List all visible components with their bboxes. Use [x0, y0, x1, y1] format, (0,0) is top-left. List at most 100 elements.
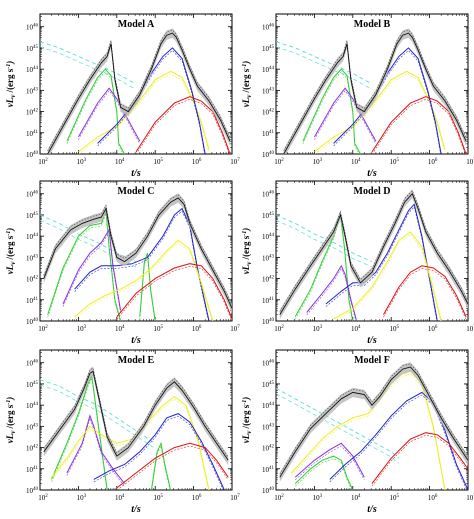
series-red-dashed	[116, 445, 229, 490]
total-uncertainty-band	[283, 28, 467, 154]
x-tick-label: 104	[351, 158, 361, 166]
series-green-dashed	[139, 255, 156, 321]
series-purple	[306, 264, 358, 321]
y-axis-label: νLν /(erg s-1)	[241, 228, 253, 275]
series-cyan-lower	[40, 384, 156, 449]
series-green	[47, 210, 122, 321]
series-yellow	[333, 231, 442, 321]
x-tick-label: 105	[389, 158, 399, 166]
series-group	[40, 28, 231, 154]
series-green-dashed	[151, 444, 171, 490]
y-axis-label: νLν /(erg s-1)	[5, 397, 17, 444]
series-purple-dashed	[306, 267, 357, 321]
series-blue	[74, 207, 210, 321]
series-green-dashed	[51, 376, 108, 490]
panel-title: Model D	[354, 186, 391, 197]
chart-panel-e: 102 103 104 105 106 107 1040 1041 1042 1043 1044 10…	[5, 349, 240, 515]
x-tick-label: 107	[230, 325, 240, 333]
x-tick-label: 106	[428, 494, 438, 502]
series-green-dashed	[302, 71, 360, 154]
series-red	[116, 442, 229, 489]
series-total	[279, 192, 468, 315]
y-axis-label: νLν /(erg s-1)	[5, 61, 17, 108]
series-cyan-lower	[276, 219, 373, 268]
series-blue	[329, 391, 468, 490]
series-yellow-dashed	[291, 373, 445, 490]
series-red-dashed	[135, 98, 230, 154]
x-tick-label: 103	[77, 158, 87, 166]
x-axis-label: t/s	[367, 504, 377, 515]
series-cyan	[276, 214, 373, 263]
panel-title: Model E	[118, 355, 155, 366]
series-yellow	[291, 370, 446, 490]
x-tick-label: 105	[389, 325, 399, 333]
x-tick-label: 107	[466, 325, 474, 333]
series-red-dashed	[116, 265, 232, 321]
series-cyan	[276, 387, 400, 459]
y-tick-label: 1046	[262, 191, 275, 199]
y-tick-label: 1044	[26, 233, 39, 241]
y-tick-label: 1045	[262, 381, 275, 389]
y-tick-label: 1041	[26, 466, 39, 474]
series-total	[279, 366, 468, 478]
series-red	[116, 263, 232, 320]
series-purple-dashed	[66, 417, 125, 487]
y-tick-label: 1044	[262, 402, 275, 410]
total-upper-dotted	[47, 29, 231, 151]
series-green	[150, 441, 172, 490]
series-purple-dashed	[78, 90, 141, 144]
total-upper-dotted	[279, 363, 468, 475]
series-yellow	[74, 239, 214, 321]
x-axis-label: t/s	[131, 335, 141, 346]
series-yellow	[78, 70, 210, 153]
series-total	[47, 32, 231, 154]
x-tick-label: 102	[38, 494, 48, 502]
series-red-dashed	[371, 434, 468, 487]
series-cyan-lower	[276, 393, 400, 464]
y-tick-label: 1046	[26, 24, 39, 32]
series-cyan-lower	[40, 219, 137, 268]
panel-title: Model B	[354, 19, 391, 30]
y-tick-label: 1041	[262, 130, 275, 138]
total-uncertainty-band	[43, 366, 229, 465]
chart-panel-c: 102 103 104 105 106 107 1040 1041 1042 1043 1044 10…	[5, 180, 240, 346]
series-cyan	[40, 379, 156, 444]
x-tick-label: 105	[153, 494, 163, 502]
x-tick-label: 103	[313, 325, 323, 333]
x-tick-label: 107	[230, 158, 240, 166]
series-group	[276, 362, 468, 490]
x-tick-label: 107	[230, 494, 240, 502]
y-tick-label: 1045	[262, 45, 275, 53]
series-purple	[294, 442, 365, 478]
series-blue-dashed	[74, 210, 209, 321]
series-green-dashed	[294, 217, 353, 321]
y-tick-label: 1042	[262, 445, 275, 453]
panel-title: Model C	[118, 186, 155, 197]
total-upper-dotted	[279, 189, 468, 312]
y-tick-label: 1044	[26, 402, 39, 410]
series-yellow-dashed	[74, 242, 213, 321]
y-tick-label: 1042	[26, 276, 39, 284]
x-axis-label: t/s	[131, 504, 141, 515]
x-tick-label: 102	[38, 325, 48, 333]
series-purple-dashed	[295, 445, 365, 481]
y-tick-label: 1046	[262, 24, 275, 32]
series-cyan	[40, 41, 137, 85]
series-total	[43, 370, 229, 461]
y-tick-label: 1040	[262, 151, 275, 159]
x-axis-label: t/s	[367, 335, 377, 346]
series-blue-dashed	[93, 415, 224, 490]
y-tick-label: 1043	[26, 87, 39, 95]
x-tick-label: 103	[313, 494, 323, 502]
x-tick-label: 104	[115, 325, 125, 333]
series-group	[276, 189, 468, 321]
y-tick-label: 1042	[262, 276, 275, 284]
x-tick-label: 106	[192, 325, 202, 333]
y-tick-label: 1045	[262, 212, 275, 220]
series-red	[135, 96, 231, 154]
y-tick-label: 1043	[262, 87, 275, 95]
total-uncertainty-band	[279, 189, 468, 320]
series-yellow-dashed	[51, 398, 209, 490]
chart-panel-d: 102 103 104 105 106 107 1040 1041 1042 1043 1044 10…	[241, 180, 474, 346]
